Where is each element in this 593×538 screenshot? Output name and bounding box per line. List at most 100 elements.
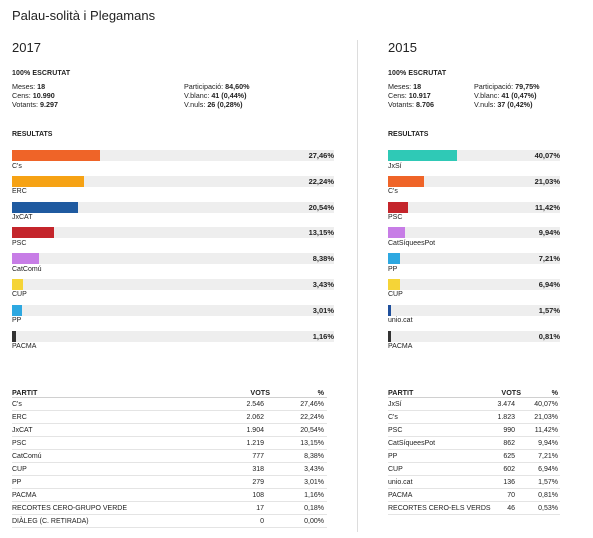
table-row: CUP 318 3,43% [12,463,327,476]
table-cell-percent: 21,03% [534,413,558,421]
table-cell-party: ERC [12,413,27,421]
table-cell-percent: 3,01% [304,478,324,486]
table-row: unio.cat 136 1,57% [388,476,560,489]
table-cell-party: C's [12,400,22,408]
votes-table: PARTIT VOTS% C's 2.546 27,46% ERC 2.062 22,24% J… [12,388,327,528]
result-bar [12,150,101,161]
table-cell-party: PACMA [12,491,37,499]
results-heading: RESULTATS [12,131,53,138]
table-row: C's 1.823 21,03% [388,411,560,424]
result-row: 27,46% C's [12,150,334,176]
table-cell-votes: 862 [503,439,515,447]
result-party-name: C's [388,188,398,196]
result-party-name: CUP [388,291,403,299]
table-cell-votes: 1.823 [497,413,515,421]
result-row: 13,15% PSC [12,227,334,253]
result-row: 3,01% PP [12,304,334,331]
stats-group-b: Participació: 84,60% V.blanc: 41 (0,44%)… [184,82,250,109]
result-percent: 21,03% [534,176,560,186]
stat-line: V.nuls: 37 (0,42%) [474,100,533,109]
result-percent: 3,01% [312,305,334,315]
result-row: 20,54% JxCAT [12,201,334,228]
table-cell-party: JxCAT [12,426,33,434]
result-bar-track [388,253,560,265]
result-row: 22,24% ERC [12,175,334,202]
result-bar-track [388,175,560,187]
result-row: 0,81% PACMA [388,330,560,357]
table-cell-percent: 7,21% [538,452,558,460]
stat-line: Participació: 79,75% [474,82,540,91]
table-cell-votes: 602 [503,465,515,473]
table-cell-party: PP [12,478,22,486]
table-cell-votes: 1.904 [246,426,264,434]
table-cell-votes: 279 [252,478,264,486]
stats-group-a: Meses: 18 Cens: 10.990 Votants: 9.297 [12,82,58,109]
table-cell-party: C's [388,413,398,421]
results-2015-panel: 2015 100% ESCRUTAT Meses: 18 Cens: 10.91… [388,40,560,515]
result-bar [12,253,39,265]
table-cell-party: RECORTES CERO-ELS VERDS [388,504,491,512]
table-cell-party: CatComú [12,452,42,460]
result-bar [12,304,22,316]
stats-group-a: Meses: 18 Cens: 10.917 Votants: 8.706 [388,82,434,109]
stat-line: V.nuls: 26 (0,28%) [184,100,243,109]
result-bar [12,201,79,213]
result-percent: 13,15% [308,228,334,238]
result-bar-track [388,150,560,161]
table-row: DIÀLEG (C. RETIRADA) 0 0,00% [12,515,327,528]
result-row: 9,94% CatSíqueesPot [388,227,560,253]
result-percent: 8,38% [312,254,334,264]
result-bar-track [388,227,560,239]
table-cell-votes: 70 [507,491,515,499]
table-row: ERC 2.062 22,24% [12,411,327,424]
results-2017-panel: 2017 100% ESCRUTAT Meses: 18 Cens: 10.99… [12,40,334,528]
result-row: 3,43% CUP [12,278,334,305]
table-cell-votes: 777 [252,452,264,460]
votes-table: PARTIT VOTS% JxSí 3.474 40,07% C's 1.823 21,03%… [388,388,560,515]
table-cell-votes: 1.219 [246,439,264,447]
table-cell-votes: 46 [507,504,515,512]
column-header-party: PARTIT [388,388,414,397]
table-cell-percent: 0,18% [304,504,324,512]
result-bar-track [12,175,334,187]
table-cell-percent: 0,53% [538,504,558,512]
column-header-votes: VOTS [501,388,521,397]
result-bar-track [12,201,334,213]
table-row: PP 625 7,21% [388,450,560,463]
result-bar [12,330,16,342]
result-bar [388,278,400,290]
result-percent: 40,07% [534,151,560,160]
table-row: RECORTES CERO-GRUPO VERDE 17 0,18% [12,502,327,515]
result-bar-track [12,150,334,161]
result-row: 7,21% PP [388,253,560,279]
results-bars: 27,46% C's 22,24% ERC 20,54% JxCAT 13,15% PSC 8,… [12,150,334,356]
table-cell-party: unio.cat [388,478,413,486]
scrutiny-status: 100% ESCRUTAT [12,70,71,77]
table-row: CatComú 777 8,38% [12,450,327,463]
stat-line: V.blanc: 41 (0,44%) [184,91,247,100]
table-cell-percent: 1,16% [304,491,324,499]
table-cell-votes: 2.062 [246,413,264,421]
result-percent: 0,81% [538,331,560,341]
result-percent: 22,24% [308,176,334,186]
table-cell-percent: 27,46% [300,400,324,408]
table-cell-votes: 3.474 [497,400,515,408]
table-cell-votes: 17 [256,504,264,512]
scrutiny-status: 100% ESCRUTAT [388,70,447,77]
table-cell-percent: 0,00% [304,517,324,525]
result-bar [388,201,408,213]
result-bar-track [388,278,560,290]
result-party-name: CUP [12,291,27,299]
table-row: CUP 602 6,94% [388,463,560,476]
result-party-name: PP [388,265,398,273]
table-cell-party: PACMA [388,491,413,499]
result-percent: 27,46% [308,151,334,160]
stat-line: Cens: 10.990 [12,91,55,100]
result-percent: 11,42% [534,202,560,212]
table-row: PP 279 3,01% [12,476,327,489]
stat-line: Cens: 10.917 [388,91,431,100]
result-bar-track [388,304,560,316]
stat-line: Votants: 9.297 [12,100,58,109]
result-bar-track [12,253,334,265]
stat-line: V.blanc: 41 (0,47%) [474,91,537,100]
